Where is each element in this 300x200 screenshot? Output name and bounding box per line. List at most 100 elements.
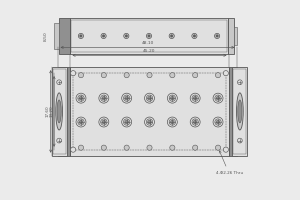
Circle shape [79,120,83,124]
Circle shape [215,145,220,150]
Ellipse shape [57,100,61,123]
Circle shape [76,93,86,103]
Circle shape [79,96,83,100]
Circle shape [125,35,128,37]
Circle shape [170,145,175,150]
Circle shape [215,73,220,78]
Circle shape [193,73,198,78]
Circle shape [102,120,106,124]
Circle shape [124,145,129,150]
Circle shape [216,35,218,37]
Bar [53,69,66,154]
Circle shape [70,71,76,76]
Circle shape [167,93,177,103]
Circle shape [213,117,223,127]
Circle shape [146,95,153,101]
Circle shape [169,119,176,125]
Circle shape [78,145,84,150]
Circle shape [148,120,151,124]
Ellipse shape [56,93,62,130]
Circle shape [170,73,175,78]
Circle shape [215,119,221,125]
Bar [70,67,230,156]
Circle shape [190,117,200,127]
Circle shape [146,33,152,39]
Text: 48.10: 48.10 [141,41,154,45]
Circle shape [124,73,129,78]
Circle shape [147,145,152,150]
Circle shape [223,147,229,152]
Circle shape [169,33,174,39]
Circle shape [148,96,151,100]
Bar [54,94,58,129]
Circle shape [216,120,220,124]
Circle shape [214,33,220,39]
Circle shape [78,119,84,125]
Bar [52,67,67,156]
Circle shape [99,93,109,103]
Circle shape [122,93,132,103]
Circle shape [102,96,106,100]
Circle shape [148,35,150,37]
Bar [73,73,226,150]
Circle shape [194,120,197,124]
Circle shape [122,117,132,127]
Circle shape [78,33,83,39]
Bar [237,94,240,129]
Text: 13.20: 13.20 [49,106,53,117]
Circle shape [100,119,107,125]
Circle shape [192,119,198,125]
Circle shape [215,95,221,101]
Circle shape [78,95,84,101]
Circle shape [125,96,128,100]
Circle shape [193,145,198,150]
Circle shape [190,93,200,103]
Circle shape [170,35,173,37]
Ellipse shape [236,93,243,130]
Text: 45.20: 45.20 [143,49,156,53]
Circle shape [102,35,105,37]
Circle shape [171,96,174,100]
Ellipse shape [238,100,242,123]
Circle shape [169,95,176,101]
Circle shape [223,71,229,76]
Circle shape [145,117,154,127]
Circle shape [216,96,220,100]
Circle shape [78,73,84,78]
Bar [232,67,247,156]
Bar [229,18,234,54]
Circle shape [124,95,130,101]
Circle shape [125,120,128,124]
Circle shape [145,93,154,103]
Text: 4-Φ2.26 Thru: 4-Φ2.26 Thru [215,151,243,175]
Circle shape [124,119,130,125]
Circle shape [80,35,82,37]
Bar [58,67,70,156]
Circle shape [70,147,76,152]
Bar [58,18,70,54]
Circle shape [213,93,223,103]
Circle shape [99,117,109,127]
Circle shape [57,138,62,143]
Bar [234,27,237,45]
Circle shape [194,96,197,100]
Bar [233,69,246,154]
Bar [54,23,58,49]
Bar [70,18,229,54]
Circle shape [193,35,196,37]
Circle shape [100,95,107,101]
Circle shape [238,138,242,143]
Bar [230,67,237,156]
Circle shape [101,33,106,39]
Circle shape [147,73,152,78]
Circle shape [101,145,106,150]
Circle shape [101,73,106,78]
Circle shape [124,33,129,39]
Circle shape [146,119,153,125]
Circle shape [57,80,62,85]
Text: 8.50: 8.50 [44,31,48,41]
Circle shape [76,117,86,127]
Text: 17.60: 17.60 [46,106,50,117]
Bar [71,20,227,52]
Circle shape [238,80,242,85]
